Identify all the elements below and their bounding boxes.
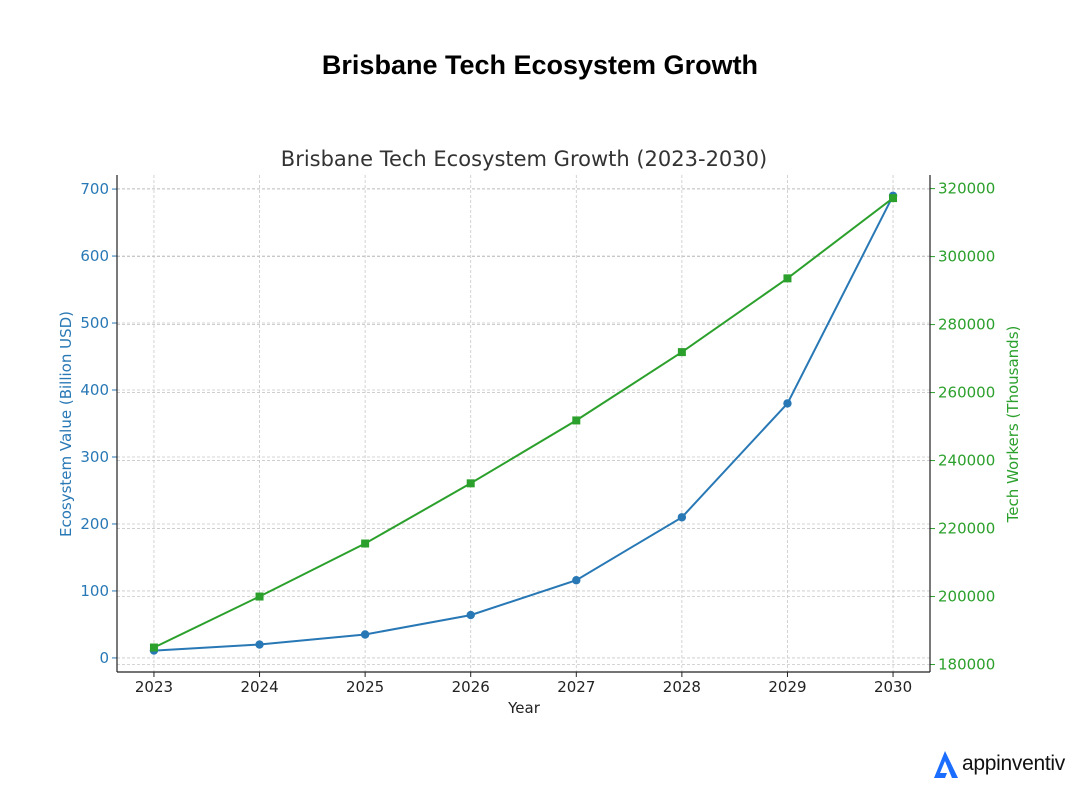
x-tick-label: 2026	[452, 678, 490, 696]
y-right-tick-label: 200000	[938, 588, 995, 606]
data-point	[572, 576, 581, 585]
y-right-tick-label: 180000	[938, 656, 995, 674]
data-point	[255, 640, 264, 649]
appinventiv-logo: appinventiv	[932, 748, 1065, 780]
y-right-tick-label: 320000	[938, 180, 995, 198]
data-point	[466, 479, 475, 488]
x-tick-label: 2030	[874, 678, 912, 696]
axes: 2023 2024 2025 2026 2027 2028 2029 2030 0 100 200 3…	[80, 175, 995, 696]
data-point	[783, 274, 792, 283]
series-line-1	[153, 195, 894, 652]
x-tick-label: 2023	[135, 678, 173, 696]
y-right-tick-label: 300000	[938, 248, 995, 266]
data-point	[361, 539, 370, 548]
x-tick-label: 2029	[768, 678, 806, 696]
page-title: Brisbane Tech Ecosystem Growth	[321, 50, 759, 80]
series-line-2	[153, 197, 894, 649]
y-right-tick-label: 280000	[938, 316, 995, 334]
x-tick-label: 2028	[663, 678, 701, 696]
data-point	[255, 592, 264, 601]
chart-title: Brisbane Tech Ecosystem Growth (2023-203…	[281, 147, 767, 171]
data-point	[572, 416, 581, 425]
y-left-tick-label: 300	[80, 448, 109, 466]
y-axis-label-right: Tech Workers (Thousands)	[1004, 326, 1022, 524]
y-left-tick-label: 100	[80, 582, 109, 600]
data-point	[677, 513, 687, 522]
y-right-tick-label: 220000	[938, 520, 995, 538]
y-right-tick-label: 240000	[938, 452, 995, 470]
y-left-tick-label: 200	[80, 515, 109, 533]
logo-text: appinventiv	[962, 752, 1065, 775]
grid	[117, 175, 930, 672]
x-tick-label: 2024	[240, 678, 278, 696]
y-left-tick-label: 400	[80, 381, 109, 399]
data-point	[677, 348, 686, 357]
y-left-tick-label: 0	[99, 649, 109, 667]
data-point	[360, 630, 370, 639]
y-left-tick-label: 500	[80, 314, 109, 332]
x-tick-label: 2027	[557, 678, 595, 696]
data-point	[783, 399, 792, 408]
appinventiv-logo-mark-icon	[934, 751, 958, 778]
y-left-tick-label: 600	[80, 247, 109, 265]
y-left-tick-label: 700	[80, 180, 109, 198]
x-axis-label: Year	[507, 699, 541, 717]
y-right-tick-label: 260000	[938, 384, 995, 402]
y-axis-label-left: Ecosystem Value (Billion USD)	[57, 311, 75, 537]
data-point	[889, 194, 898, 203]
x-tick-label: 2025	[346, 678, 384, 696]
data-point	[149, 643, 158, 652]
data-point	[466, 610, 475, 620]
series-layer	[149, 191, 898, 655]
